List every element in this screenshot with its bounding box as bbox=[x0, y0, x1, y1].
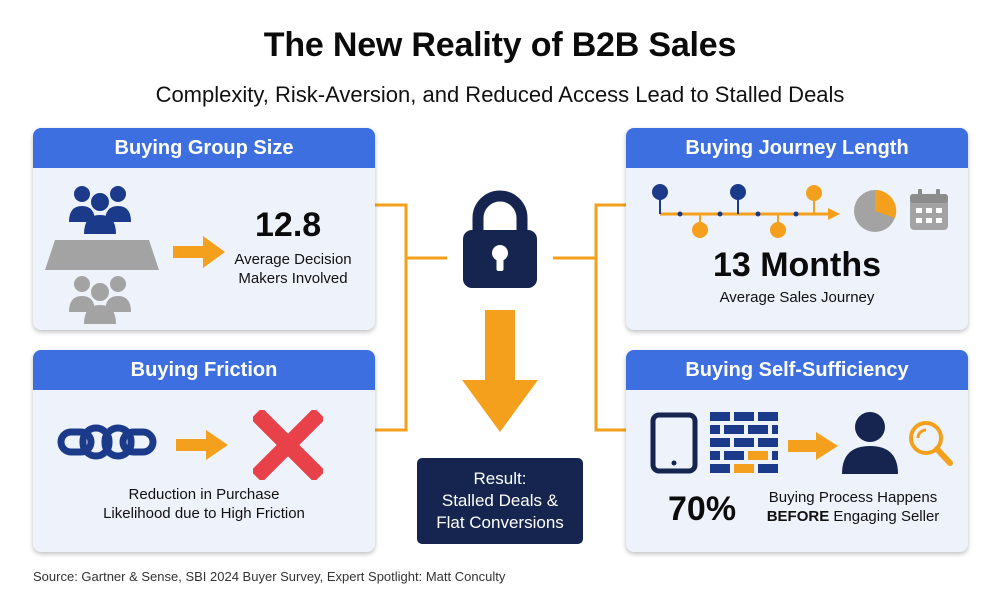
card-header: Buying Friction bbox=[33, 350, 375, 390]
timeline-icon bbox=[652, 184, 840, 238]
group-size-value: 12.8 bbox=[255, 206, 322, 244]
caption-line: Likelihood due to High Friction bbox=[103, 505, 305, 522]
caption-line: Engaging Seller bbox=[829, 508, 940, 525]
arrow-right-icon bbox=[788, 432, 838, 460]
person-icon bbox=[842, 412, 898, 474]
magnifier-icon bbox=[909, 421, 953, 466]
result-line: Stalled Deals & bbox=[441, 491, 559, 510]
journey-length-caption: Average Sales Journey bbox=[719, 289, 875, 306]
caption-line: Makers Involved bbox=[238, 270, 348, 287]
friction-caption: Reduction in Purchase Likelihood due to … bbox=[53, 485, 355, 523]
calendar-icon bbox=[910, 189, 948, 230]
page-title: The New Reality of B2B Sales bbox=[263, 26, 737, 64]
caption-line: Reduction in Purchase bbox=[128, 486, 280, 503]
card-buying-journey-length: Buying Journey Length bbox=[626, 128, 968, 330]
caption-line: Average Decision bbox=[234, 251, 352, 268]
result-box: Result: Stalled Deals & Flat Conversions bbox=[417, 458, 583, 544]
caption-line: Buying Process Happens bbox=[768, 489, 938, 506]
card-header: Buying Group Size bbox=[33, 128, 375, 168]
tablet-icon bbox=[650, 412, 698, 474]
source-citation: Source: Gartner & Sense, SBI 2024 Buyer … bbox=[33, 569, 506, 584]
card-buying-friction: Buying Friction Reduction in Purchase Li… bbox=[33, 350, 375, 552]
card-header: Buying Journey Length bbox=[626, 128, 968, 168]
padlock-icon bbox=[463, 190, 537, 288]
arrow-down-icon bbox=[462, 310, 538, 432]
table-icon bbox=[45, 240, 159, 270]
group-size-caption: Average Decision Makers Involved bbox=[223, 250, 363, 288]
self-sufficiency-value: 70% bbox=[668, 490, 737, 528]
x-mark-icon bbox=[253, 410, 323, 480]
caption-emphasis: BEFORE bbox=[766, 508, 830, 525]
arrow-right-icon bbox=[176, 430, 228, 460]
page-subtitle: Complexity, Risk-Aversion, and Reduced A… bbox=[155, 82, 845, 107]
result-line: Flat Conversions bbox=[436, 513, 564, 532]
people-group-icon bbox=[69, 186, 131, 234]
result-line: Result: bbox=[473, 469, 527, 488]
journey-length-value: 13 Months bbox=[712, 246, 882, 284]
chain-link-icon bbox=[57, 424, 157, 460]
pie-chart-icon bbox=[854, 189, 897, 232]
arrow-right-icon bbox=[173, 236, 225, 268]
card-buying-group-size: Buying Group Size 12.8 Average Decision bbox=[33, 128, 375, 330]
card-header: Buying Self-Sufficiency bbox=[626, 350, 968, 390]
people-group-icon bbox=[69, 276, 131, 324]
self-sufficiency-caption: Buying Process Happens BEFORE Engaging S… bbox=[750, 488, 956, 526]
bricks-icon bbox=[710, 412, 778, 473]
card-buying-self-sufficiency: Buying Self-Sufficiency bbox=[626, 350, 968, 552]
